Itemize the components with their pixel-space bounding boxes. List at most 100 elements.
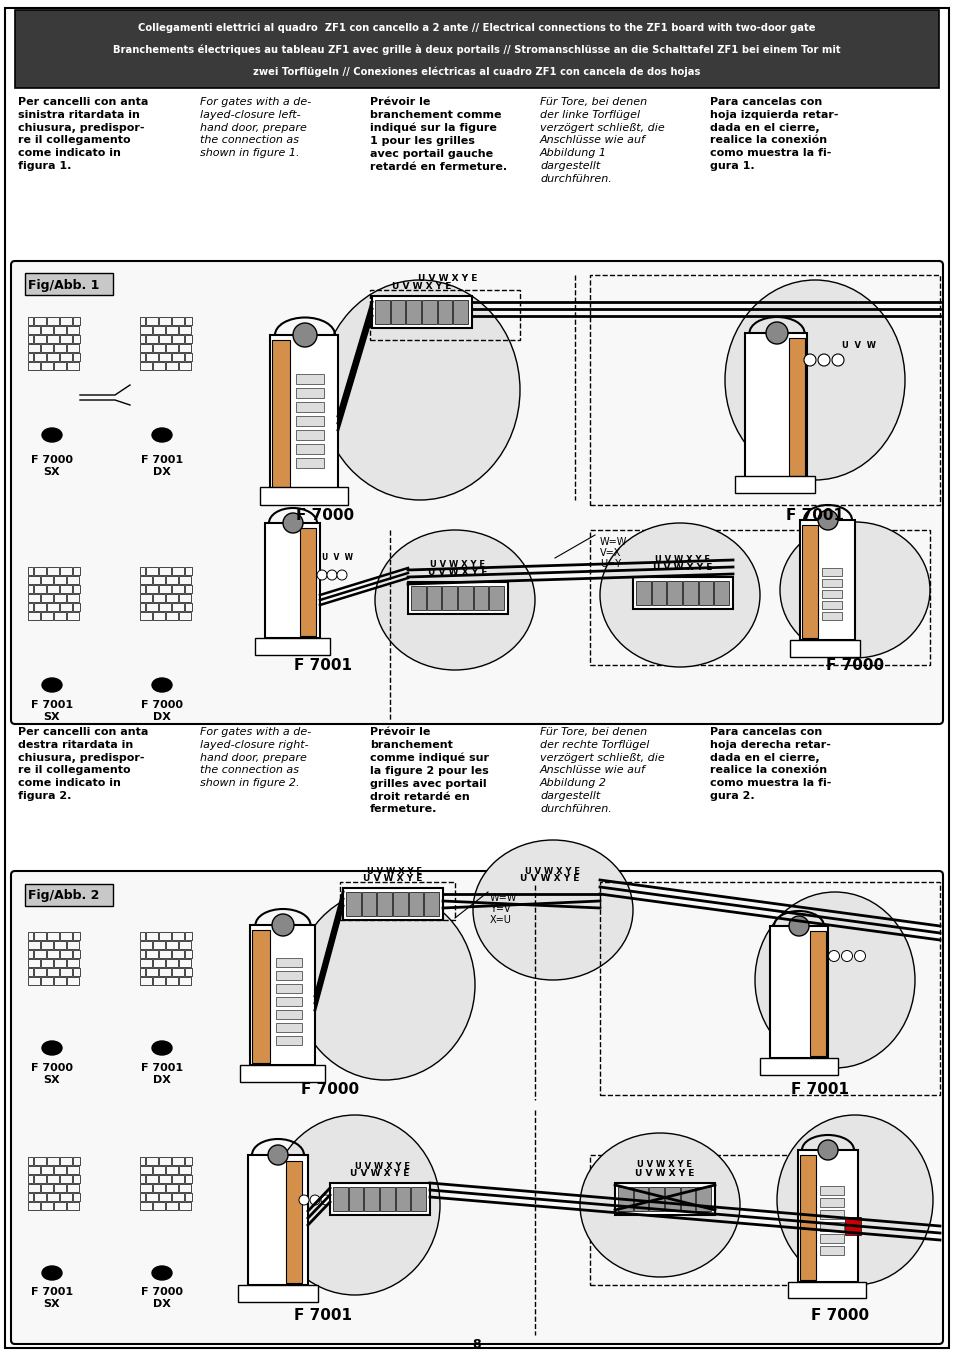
Bar — [73, 950, 80, 958]
Bar — [28, 335, 33, 343]
Bar — [166, 362, 178, 370]
Circle shape — [268, 1146, 288, 1165]
Bar — [60, 1156, 72, 1165]
Text: W=W: W=W — [599, 536, 627, 547]
Bar — [821, 612, 841, 620]
Text: U V W X Y E: U V W X Y E — [655, 555, 710, 563]
Text: Para cancelas con
hoja derecha retar-
dada en el cierre,
realice la conexión
com: Para cancelas con hoja derecha retar- da… — [709, 727, 830, 801]
Bar — [159, 603, 172, 611]
Bar — [140, 977, 152, 985]
Bar — [159, 1156, 172, 1165]
Ellipse shape — [754, 892, 914, 1069]
Text: U V W X Y E: U V W X Y E — [392, 282, 451, 290]
Text: F 7000: F 7000 — [30, 1063, 73, 1073]
Bar — [844, 1217, 861, 1235]
Bar — [821, 601, 841, 609]
Circle shape — [320, 1196, 331, 1205]
Circle shape — [841, 951, 852, 962]
Bar — [820, 1223, 843, 1231]
Bar — [140, 326, 152, 334]
Bar — [166, 1183, 178, 1192]
Bar — [41, 345, 53, 353]
Bar — [152, 959, 165, 967]
Bar — [34, 932, 47, 940]
Bar — [172, 353, 184, 361]
Bar — [41, 576, 53, 584]
Bar — [147, 1175, 158, 1183]
Bar — [424, 892, 438, 916]
Bar — [426, 586, 441, 611]
Text: Prévoir le
branchement comme
indiqué sur la figure
1 pour les grilles
avec porta: Prévoir le branchement comme indiqué sur… — [370, 97, 507, 172]
Bar — [159, 585, 172, 593]
Bar — [73, 353, 80, 361]
Bar — [28, 353, 33, 361]
Bar — [375, 300, 389, 324]
Bar — [275, 958, 302, 967]
Bar — [140, 345, 152, 353]
Bar — [580, 892, 596, 916]
Bar — [769, 925, 827, 1058]
Bar — [166, 1166, 178, 1174]
Bar — [502, 892, 517, 916]
Bar — [67, 345, 79, 353]
Bar — [159, 353, 172, 361]
Bar — [140, 317, 146, 326]
Circle shape — [817, 509, 837, 530]
Bar — [589, 530, 929, 665]
Bar — [295, 430, 324, 440]
Bar — [185, 969, 192, 975]
Bar — [330, 1183, 430, 1215]
Bar — [28, 1175, 33, 1183]
Bar — [140, 576, 152, 584]
Bar — [185, 585, 192, 593]
Text: F 7000: F 7000 — [825, 658, 883, 673]
Bar — [800, 520, 854, 640]
Bar — [48, 1156, 59, 1165]
Bar — [67, 942, 79, 948]
Text: F 7001: F 7001 — [141, 1063, 183, 1073]
Text: U  V  W: U V W — [841, 340, 875, 350]
Bar — [140, 932, 146, 940]
Ellipse shape — [294, 890, 475, 1079]
Bar — [28, 932, 33, 940]
Bar — [343, 888, 442, 920]
Bar — [34, 1156, 47, 1165]
Bar — [140, 585, 146, 593]
Bar — [67, 594, 79, 603]
Bar — [48, 950, 59, 958]
Bar — [41, 612, 53, 620]
Bar — [714, 581, 728, 605]
Bar — [179, 977, 191, 985]
Bar — [48, 969, 59, 975]
Bar — [299, 528, 315, 636]
Bar — [166, 326, 178, 334]
Bar — [252, 929, 270, 1063]
Bar — [185, 335, 192, 343]
Text: Für Tore, bei denen
der linke Torflügel
verzögert schließt, die
Anschlüsse wie a: Für Tore, bei denen der linke Torflügel … — [539, 97, 664, 184]
Bar — [179, 1166, 191, 1174]
Bar — [67, 1202, 79, 1210]
Bar — [152, 1202, 165, 1210]
Bar — [185, 317, 192, 326]
Text: zwei Torflügeln // Conexiones eléctricas al cuadro ZF1 con cancela de dos hojas: zwei Torflügeln // Conexiones eléctricas… — [253, 66, 700, 77]
Bar — [48, 353, 59, 361]
Bar — [179, 1183, 191, 1192]
Bar — [185, 950, 192, 958]
Bar — [41, 959, 53, 967]
Bar — [73, 603, 80, 611]
Bar — [185, 603, 192, 611]
Text: F 7000: F 7000 — [810, 1308, 868, 1323]
Bar — [589, 276, 939, 505]
Bar — [54, 576, 66, 584]
Bar — [41, 1166, 53, 1174]
Bar — [28, 326, 40, 334]
Text: Fig/Abb. 1: Fig/Abb. 1 — [28, 278, 99, 292]
Bar — [437, 300, 452, 324]
Bar — [147, 335, 158, 343]
Bar — [25, 884, 112, 907]
Text: U V W X Y E: U V W X Y E — [519, 874, 579, 884]
Bar — [172, 603, 184, 611]
Bar — [275, 971, 302, 979]
Bar — [60, 950, 72, 958]
Bar — [152, 594, 165, 603]
